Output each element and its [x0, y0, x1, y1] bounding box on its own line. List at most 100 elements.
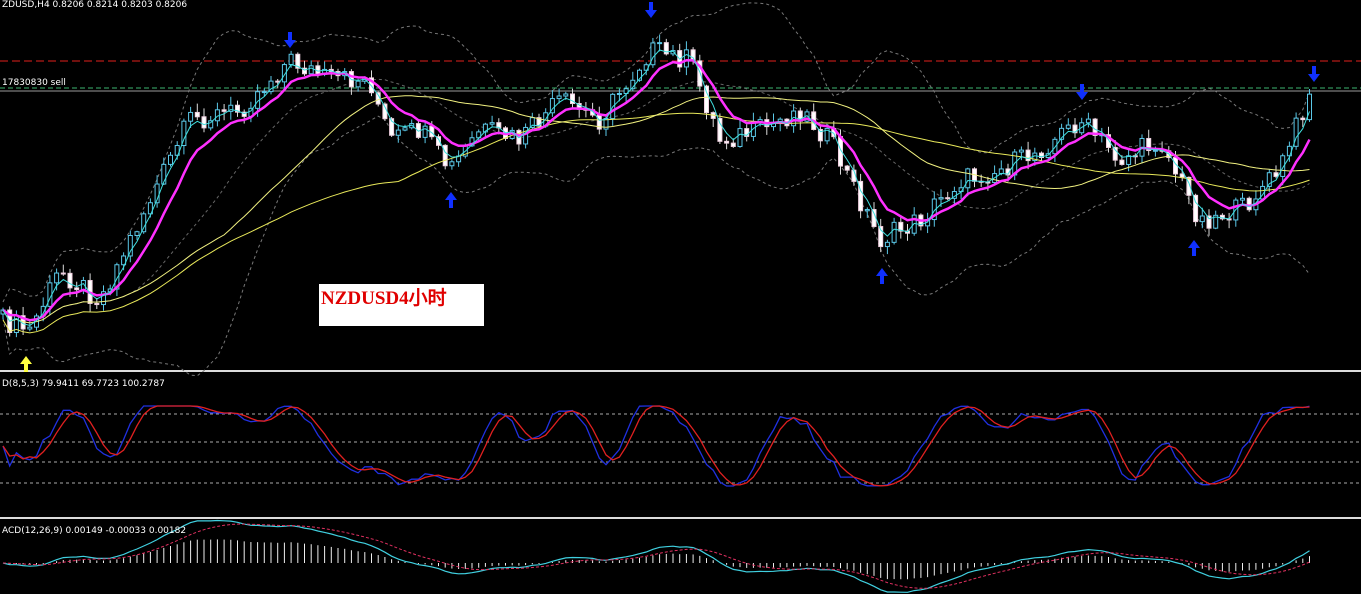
candle-body [998, 168, 1004, 175]
candle-body [121, 255, 127, 266]
candle-body [965, 168, 971, 189]
candle-body [147, 202, 153, 215]
ma-mid [2, 95, 1310, 324]
candle-body [141, 213, 147, 233]
candle-body [395, 129, 401, 136]
candle-body [161, 163, 167, 185]
buy-arrow [20, 356, 32, 372]
candle-body [945, 197, 951, 200]
candle-body [724, 140, 730, 144]
candle-body [235, 104, 240, 113]
candle-body [650, 42, 656, 66]
candle-body [228, 104, 234, 112]
candle-body [858, 180, 864, 212]
candle-body [442, 144, 448, 167]
candle-body [181, 120, 187, 146]
bollinger-upper [2, 2, 1310, 303]
candle-body [295, 53, 301, 69]
candle-body [1119, 159, 1125, 165]
sell-arrow [1308, 66, 1320, 82]
candle-body [637, 69, 642, 81]
candle-body [127, 234, 133, 257]
candle-body [489, 122, 495, 125]
candle-body [94, 302, 100, 306]
candle-body [449, 161, 455, 167]
ma-magenta [2, 58, 1311, 322]
candle-body [1186, 176, 1192, 196]
candle-body [201, 116, 207, 129]
candle-body [275, 80, 281, 83]
candle-body [208, 120, 214, 129]
candle-body [308, 65, 314, 75]
candle-body [744, 128, 750, 137]
candle-body [1126, 155, 1132, 165]
candle-body [302, 67, 307, 75]
candle-body [168, 154, 173, 165]
candle-body [570, 93, 575, 105]
candle-body [67, 272, 73, 289]
candle-body [683, 49, 689, 68]
candle-body [1152, 149, 1158, 152]
candle-body [657, 42, 663, 45]
candle-body [288, 53, 294, 66]
candle-body [623, 88, 629, 94]
bollinger-lower [2, 115, 1310, 377]
candle-body [101, 291, 106, 306]
candle-body [884, 241, 890, 248]
candle-body [1072, 124, 1078, 134]
candle-body [1179, 173, 1185, 178]
candle-body [563, 93, 569, 97]
candle-body [844, 165, 850, 171]
candle-body [422, 125, 428, 138]
candle-body [1193, 194, 1199, 223]
candle-body [1025, 149, 1031, 162]
buy-arrow [876, 268, 888, 284]
bollinger-mid [2, 78, 1310, 324]
candle-body [281, 64, 287, 83]
sell-arrow [284, 32, 296, 48]
macd-signal [2, 523, 1310, 589]
candle-body [1112, 146, 1118, 161]
candle-body [523, 126, 529, 145]
candle-body [1266, 172, 1272, 187]
candle-body [1300, 117, 1306, 121]
candle-body [1213, 214, 1219, 229]
candle-body [268, 80, 274, 93]
candle-body [529, 117, 535, 128]
candle-body [1005, 168, 1011, 176]
candle-body [436, 136, 441, 146]
candle-body [1018, 149, 1024, 153]
candle-body [730, 142, 736, 147]
candle-body [670, 50, 676, 55]
annotation-box [319, 284, 484, 326]
stochastic-label: D(8,5,3) 79.9411 69.7723 100.2787 [2, 379, 165, 389]
candle-body [54, 272, 60, 284]
macd-label: ACD(12,26,9) 0.00149 -0.00033 0.00182 [2, 526, 186, 536]
candle-body [556, 95, 562, 100]
candle-body [194, 111, 200, 118]
candle-body [616, 92, 622, 95]
candle-body [864, 209, 870, 212]
candle-body [114, 264, 120, 290]
candle-body [704, 85, 709, 114]
candle-body [1219, 214, 1225, 220]
candle-body [549, 98, 555, 114]
candle-body [717, 117, 723, 142]
symbol-info: ZDUSD,H4 0.8206 0.8214 0.8203 0.8206 [2, 0, 187, 10]
candle-body [261, 91, 267, 94]
candle-body [1240, 197, 1245, 201]
candle-body [389, 118, 395, 136]
candle-body [1039, 152, 1044, 159]
candle-body [1293, 117, 1299, 147]
candle-body [1280, 155, 1286, 177]
candle-body [663, 42, 669, 55]
candle-body [27, 326, 33, 330]
candle-body [221, 109, 227, 112]
candle-body [737, 128, 743, 147]
candle-body [188, 111, 194, 122]
candle-body [1106, 134, 1111, 148]
sell-arrow [1076, 84, 1088, 100]
candle-body [1206, 215, 1212, 229]
